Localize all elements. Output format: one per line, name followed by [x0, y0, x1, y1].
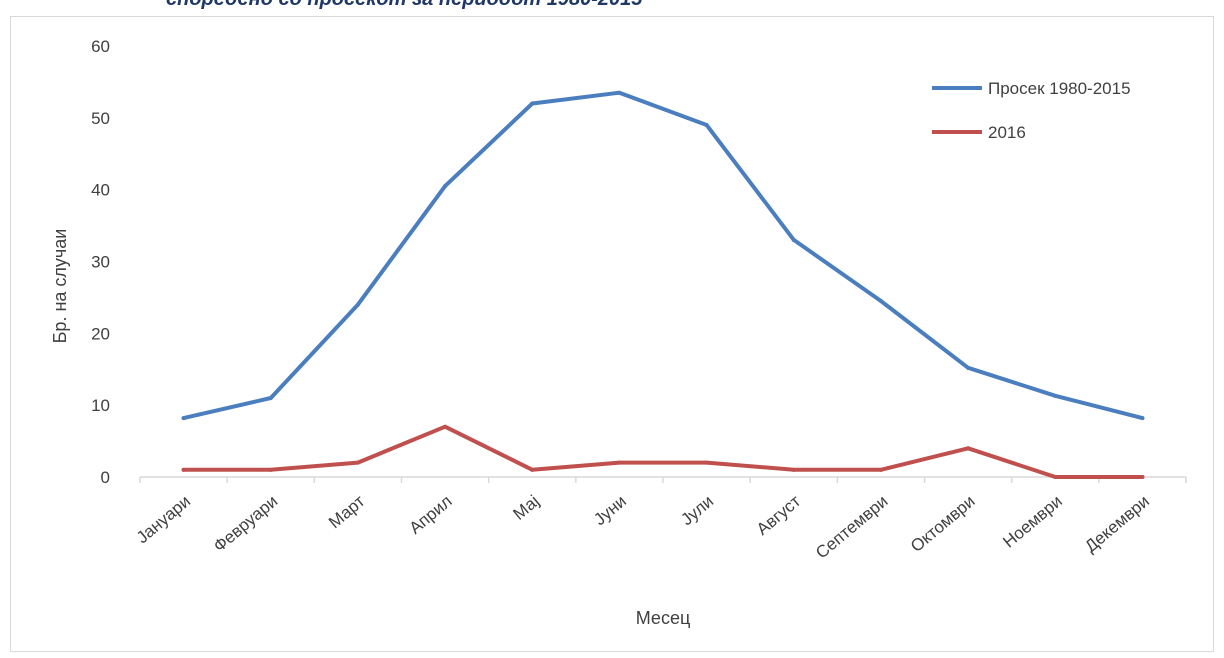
legend-label: Просек 1980-2015 — [988, 79, 1131, 98]
legend: Просек 1980-2015 2016 — [932, 79, 1131, 142]
y-tick-label: 40 — [91, 181, 110, 200]
x-tick-label: Јануари — [133, 492, 194, 548]
y-tick-label: 50 — [91, 109, 110, 128]
data-point — [355, 460, 360, 465]
x-axis-title: Месец — [636, 608, 691, 628]
data-point — [443, 184, 448, 189]
data-point — [355, 302, 360, 307]
x-tick-label: Март — [325, 491, 369, 532]
data-point — [1140, 475, 1145, 479]
data-point — [878, 299, 883, 304]
x-tick-label: Август — [753, 491, 805, 539]
data-point — [181, 416, 186, 421]
data-point — [181, 467, 186, 472]
series-line-1 — [181, 90, 1145, 421]
y-tick-label: 30 — [91, 253, 110, 272]
data-point — [617, 90, 622, 95]
data-point — [966, 446, 971, 451]
x-tick-label: Јули — [677, 492, 717, 530]
x-axis-ticks: Јануари Февруари Март Април Мај Јуни Јули Авгус… — [133, 477, 1187, 563]
y-tick-label: 60 — [91, 37, 110, 56]
data-point — [704, 123, 709, 128]
x-tick-label: Октомври — [907, 492, 979, 556]
y-axis-title: Бр. на случаи — [50, 229, 70, 344]
y-tick-label: 20 — [91, 324, 110, 343]
data-point — [530, 467, 535, 472]
legend-label: 2016 — [988, 123, 1026, 142]
data-point — [704, 460, 709, 465]
data-point — [1053, 393, 1058, 398]
data-point — [791, 467, 796, 472]
x-tick-label: Мај — [509, 492, 542, 524]
x-tick-label: Април — [406, 492, 456, 538]
x-tick-label: Ноември — [999, 492, 1065, 552]
x-tick-label: Јуни — [590, 492, 630, 530]
data-point — [1053, 475, 1058, 479]
data-point — [966, 365, 971, 370]
data-point — [1140, 416, 1145, 421]
y-tick-label: 10 — [91, 396, 110, 415]
data-point — [878, 467, 883, 472]
data-point — [268, 467, 273, 472]
x-tick-label: Февруари — [210, 492, 281, 556]
figure-caption: споредено со просекот за периодот 1980-2… — [166, 0, 642, 11]
series-line-2 — [181, 424, 1145, 479]
x-tick-label: Декември — [1081, 492, 1153, 557]
y-axis-ticks: 0 10 20 30 40 50 60 — [91, 37, 110, 487]
y-tick-label: 0 — [101, 468, 110, 487]
x-tick-label: Септември — [812, 492, 891, 563]
data-point — [791, 237, 796, 242]
series-lines — [181, 90, 1145, 479]
data-point — [443, 424, 448, 429]
data-point — [268, 395, 273, 400]
chart-frame — [10, 16, 1214, 652]
data-point — [530, 101, 535, 106]
data-point — [617, 460, 622, 465]
